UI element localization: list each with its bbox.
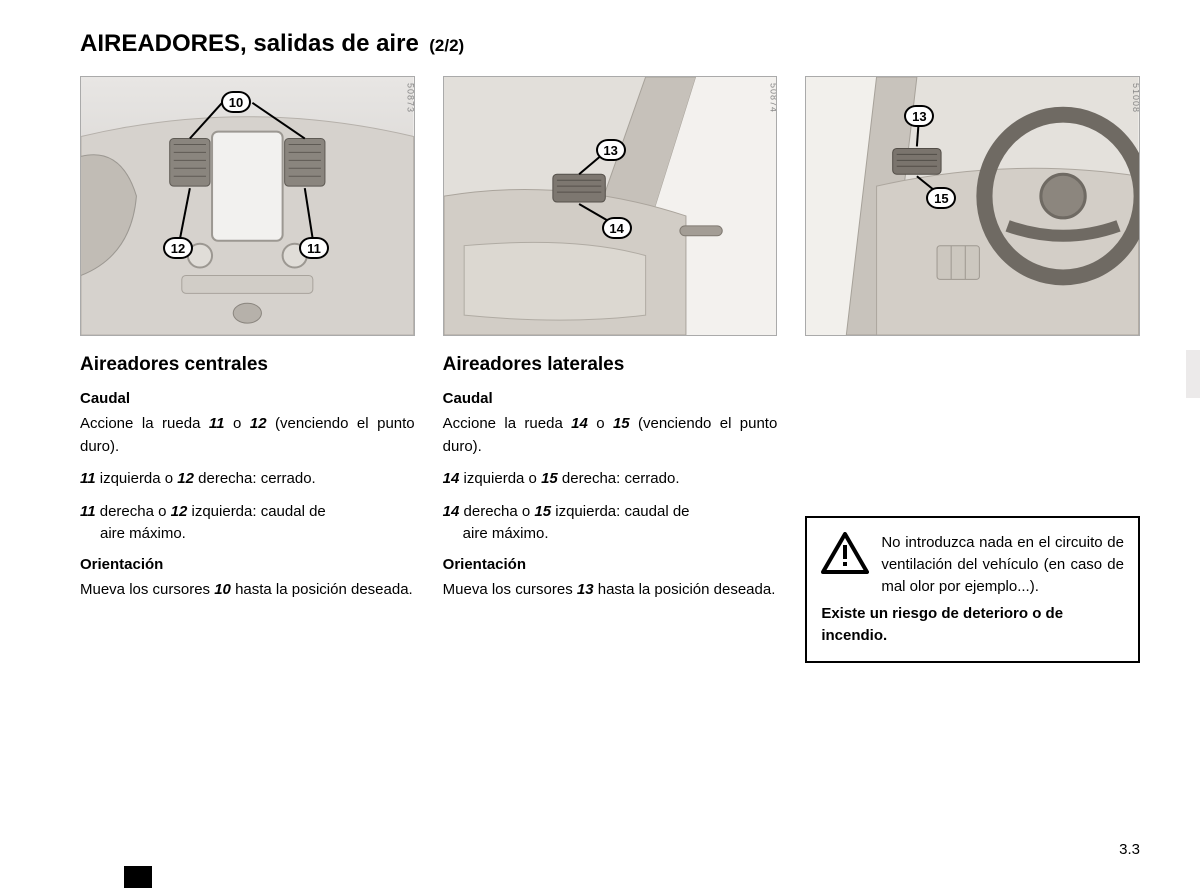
heading-lateral: Aireadores laterales bbox=[443, 354, 778, 376]
text-orient: Mueva los cursores 10 hasta la posición … bbox=[80, 579, 415, 602]
callout-12: 12 bbox=[163, 237, 193, 259]
callout-15: 15 bbox=[926, 187, 956, 209]
image-number: 50874 bbox=[768, 83, 777, 113]
figure-3: 13 15 51008 bbox=[805, 76, 1140, 336]
column-central-vents: 10 12 11 50873 Aireadores centrales Caud… bbox=[80, 76, 415, 663]
subhead-orient: Orientación bbox=[443, 556, 778, 573]
callout-13b: 13 bbox=[904, 105, 934, 127]
column-lateral-vents: 13 14 50874 Aireadores laterales Caudal … bbox=[443, 76, 778, 663]
thumb-tab bbox=[124, 866, 152, 888]
title-suffix: (2/2) bbox=[429, 36, 464, 55]
text-caudal-3: 14 derecha o 15 izquierda: caudal deaire… bbox=[443, 501, 778, 546]
warning-icon bbox=[821, 532, 869, 574]
callout-11: 11 bbox=[299, 237, 329, 259]
callout-14: 14 bbox=[602, 217, 632, 239]
callout-13a: 13 bbox=[596, 139, 626, 161]
heading-central: Aireadores centrales bbox=[80, 354, 415, 376]
page-number: 3.3 bbox=[1119, 841, 1140, 858]
figure-2: 13 14 50874 bbox=[443, 76, 778, 336]
warning-text: No introduzca nada en el circuito de ven… bbox=[881, 532, 1124, 597]
subhead-orient: Orientación bbox=[80, 556, 415, 573]
figure-1: 10 12 11 50873 bbox=[80, 76, 415, 336]
text-caudal-1: Accione la rueda 11 o 12 (venciendo el p… bbox=[80, 413, 415, 458]
text-caudal-3: 11 derecha o 12 izquierda: caudal deaire… bbox=[80, 501, 415, 546]
text-caudal-2: 11 izquierda o 12 derecha: cerrado. bbox=[80, 468, 415, 491]
title-main: AIREADORES, salidas de aire bbox=[80, 30, 419, 57]
image-number: 51008 bbox=[1131, 83, 1140, 113]
column-right: 13 15 51008 No introduzca nada en el cir… bbox=[805, 76, 1140, 663]
edge-tab bbox=[1186, 350, 1200, 398]
warning-box: No introduzca nada en el circuito de ven… bbox=[805, 516, 1140, 663]
text-caudal-1: Accione la rueda 14 o 15 (venciendo el p… bbox=[443, 413, 778, 458]
text-caudal-2: 14 izquierda o 15 derecha: cerrado. bbox=[443, 468, 778, 491]
callout-10: 10 bbox=[221, 91, 251, 113]
page-title: AIREADORES, salidas de aire (2/2) bbox=[80, 30, 1140, 58]
image-number: 50873 bbox=[406, 83, 415, 113]
subhead-caudal: Caudal bbox=[80, 390, 415, 407]
text-orient: Mueva los cursores 13 hasta la posición … bbox=[443, 579, 778, 602]
warning-bold: Existe un riesgo de deterioro o de incen… bbox=[821, 603, 1124, 647]
subhead-caudal: Caudal bbox=[443, 390, 778, 407]
